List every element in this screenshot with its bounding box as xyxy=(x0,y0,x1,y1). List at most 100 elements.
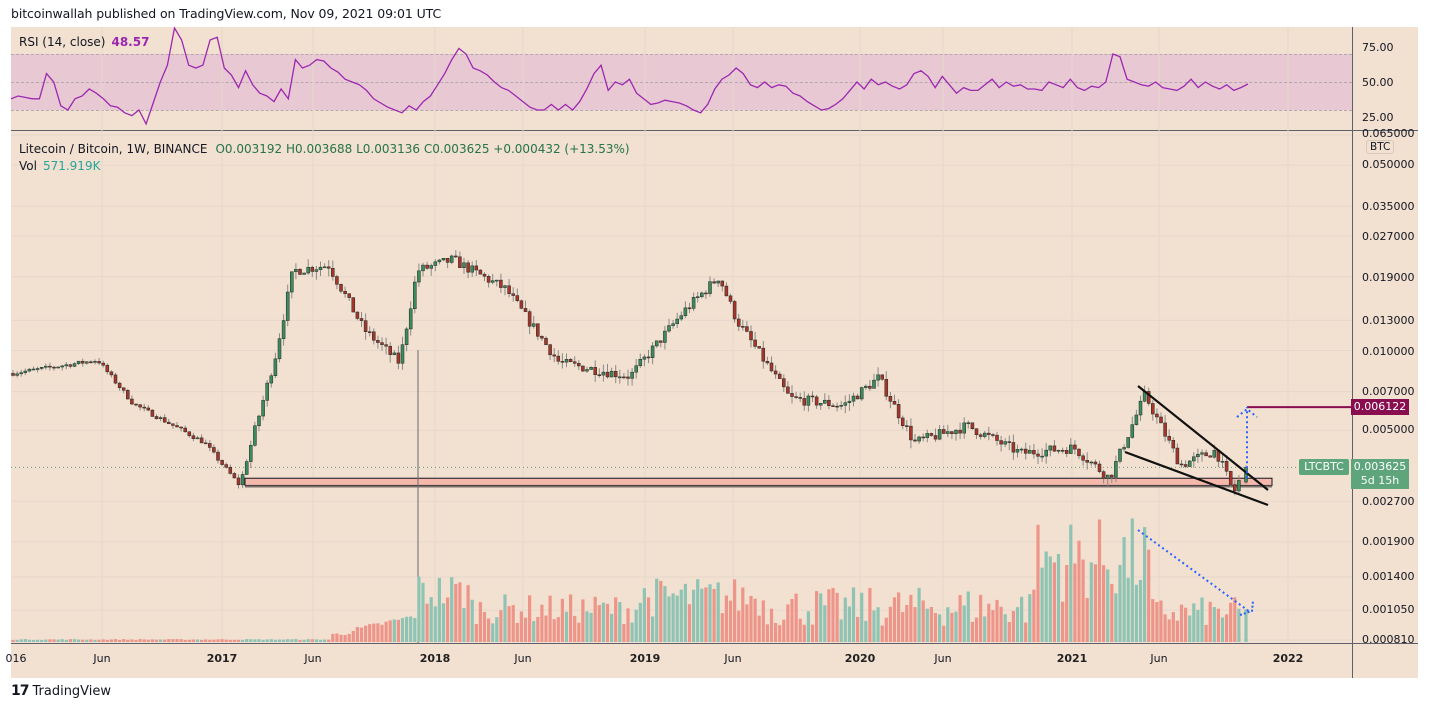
volume-bar xyxy=(72,639,77,642)
target-price-label: 0.006122 xyxy=(1351,399,1409,415)
volume-bar xyxy=(495,617,499,642)
volume-bar xyxy=(1102,565,1106,642)
pane-separator[interactable] xyxy=(11,130,1418,131)
volume-bar xyxy=(130,639,134,642)
candle-body xyxy=(130,398,134,405)
volume-bar xyxy=(851,587,856,642)
volume-bar xyxy=(1073,563,1077,642)
volume-bar xyxy=(1048,556,1052,642)
candle-body xyxy=(318,266,323,270)
price-tick: 0.005000 xyxy=(1362,423,1415,436)
symbol-title[interactable]: Litecoin / Bitcoin, 1W, BINANCE xyxy=(19,142,208,156)
volume-bar xyxy=(81,639,85,642)
volume-bar xyxy=(425,603,429,642)
volume-bar xyxy=(1040,567,1044,642)
candle-body xyxy=(109,371,114,376)
volume-bar xyxy=(138,639,142,642)
volume-bar xyxy=(56,639,60,642)
candle-body xyxy=(560,361,565,363)
support-zone xyxy=(244,477,1273,486)
candle-body xyxy=(880,374,884,380)
candle-body xyxy=(167,421,171,425)
volume-bar xyxy=(1056,554,1061,642)
candle-body xyxy=(306,266,310,274)
volume-bar xyxy=(146,639,150,642)
volume-bar xyxy=(679,589,683,642)
volume-bar xyxy=(1118,565,1122,642)
rsi-mid-dash xyxy=(11,82,1352,83)
volume-bar xyxy=(540,604,544,642)
candle-body xyxy=(962,422,966,434)
time-tick: Jun xyxy=(934,652,952,665)
candle-body xyxy=(175,425,179,428)
candle-body xyxy=(552,354,556,357)
volume-bar xyxy=(105,639,109,642)
candle-body xyxy=(499,279,503,288)
candle-body xyxy=(355,311,360,319)
volume-bar xyxy=(523,617,528,642)
candle-body xyxy=(1171,440,1176,449)
candle-body xyxy=(523,308,528,312)
volume-bar xyxy=(786,604,790,642)
candle-body xyxy=(486,276,491,283)
candle-body xyxy=(187,431,192,436)
volume-bar xyxy=(638,602,642,642)
candle-body xyxy=(224,464,228,468)
volume-bar xyxy=(1151,599,1155,642)
candle-body xyxy=(1081,455,1085,461)
candle-body xyxy=(322,266,327,269)
candle-body xyxy=(105,364,110,373)
candle-body xyxy=(585,369,589,372)
volume-bar xyxy=(585,611,589,642)
volume-bar xyxy=(179,639,183,642)
volume-bar xyxy=(610,613,614,642)
volume-bar xyxy=(507,606,511,642)
footer-brand[interactable]: 17 TradingView xyxy=(11,683,111,699)
candle-body xyxy=(240,474,245,486)
volume-bar xyxy=(511,605,515,642)
volume-bar xyxy=(528,595,532,642)
time-tick: 016 xyxy=(5,652,27,665)
candle-body xyxy=(1110,474,1114,478)
volume-bar xyxy=(335,633,339,642)
candle-body xyxy=(93,361,97,363)
candle-body xyxy=(626,376,630,379)
volume-bar xyxy=(478,602,482,642)
candle-body xyxy=(683,307,688,316)
candle-body xyxy=(929,433,934,436)
candle-body xyxy=(23,370,28,373)
price-tick: 0.065000 xyxy=(1362,127,1415,140)
candle-body xyxy=(495,279,499,282)
volume-bar xyxy=(577,622,581,642)
candle-body xyxy=(351,297,356,313)
volume-bar xyxy=(692,589,696,642)
volume-bar xyxy=(708,584,712,642)
candle-body xyxy=(1048,445,1053,451)
volume-bar xyxy=(1163,614,1167,642)
candle-body xyxy=(1093,461,1098,465)
volume-bar xyxy=(269,639,273,642)
volume-bar xyxy=(929,607,933,642)
candle-body xyxy=(146,407,151,411)
candle-body xyxy=(1220,460,1225,463)
candle-body xyxy=(417,270,421,283)
candle-body xyxy=(712,281,716,284)
currency-badge[interactable]: BTC xyxy=(1366,140,1395,154)
candle-body xyxy=(1237,480,1241,492)
volume-bar xyxy=(503,594,507,642)
time-tick: 2017 xyxy=(206,652,238,665)
candle-body xyxy=(1064,450,1069,454)
candle-body xyxy=(941,429,946,434)
candle-body xyxy=(790,393,794,397)
candle-body xyxy=(548,344,552,356)
volume-bar xyxy=(249,639,253,642)
volume-bar xyxy=(917,587,921,642)
price-tick: 0.050000 xyxy=(1362,158,1415,171)
candle-body xyxy=(1134,414,1139,425)
volume-bar xyxy=(888,606,892,642)
candle-body xyxy=(679,315,684,320)
candle-body xyxy=(831,405,835,407)
candle-body xyxy=(905,425,909,427)
volume-bar xyxy=(560,598,564,642)
